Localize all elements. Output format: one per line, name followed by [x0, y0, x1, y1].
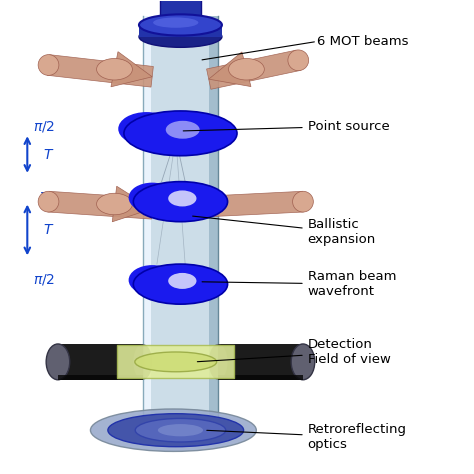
Ellipse shape	[139, 26, 222, 47]
Polygon shape	[117, 346, 234, 378]
Polygon shape	[143, 16, 218, 416]
Ellipse shape	[166, 121, 200, 139]
Ellipse shape	[38, 191, 59, 212]
Text: $T$: $T$	[43, 223, 54, 237]
Ellipse shape	[108, 414, 244, 447]
Polygon shape	[143, 16, 151, 416]
Ellipse shape	[228, 58, 264, 80]
Ellipse shape	[135, 419, 226, 442]
Ellipse shape	[178, 122, 223, 149]
Ellipse shape	[38, 55, 59, 75]
Text: Point source: Point source	[183, 120, 390, 133]
Text: $\pi/2$: $\pi/2$	[33, 119, 55, 134]
Ellipse shape	[91, 409, 256, 451]
Polygon shape	[218, 344, 303, 380]
Ellipse shape	[128, 265, 176, 295]
Polygon shape	[58, 375, 143, 380]
Text: Retroreflecting
optics: Retroreflecting optics	[207, 423, 407, 451]
Text: $\pi$: $\pi$	[38, 189, 49, 202]
Text: $T$: $T$	[43, 147, 54, 162]
Ellipse shape	[46, 344, 70, 380]
Text: $\pi/2$: $\pi/2$	[33, 272, 55, 287]
Polygon shape	[58, 344, 143, 380]
Ellipse shape	[97, 193, 132, 215]
Ellipse shape	[199, 196, 218, 217]
Text: Detection
Field of view: Detection Field of view	[197, 338, 391, 366]
Ellipse shape	[168, 191, 197, 207]
Polygon shape	[208, 191, 303, 217]
Polygon shape	[139, 25, 222, 36]
Ellipse shape	[158, 424, 203, 437]
Ellipse shape	[153, 18, 198, 28]
Polygon shape	[112, 186, 152, 222]
Ellipse shape	[179, 191, 216, 216]
Ellipse shape	[135, 352, 217, 372]
Polygon shape	[111, 52, 152, 87]
Polygon shape	[218, 375, 303, 380]
Ellipse shape	[209, 344, 228, 380]
Ellipse shape	[118, 112, 175, 146]
Text: 6 MOT beams: 6 MOT beams	[317, 35, 409, 48]
Polygon shape	[207, 50, 301, 89]
Ellipse shape	[288, 50, 309, 71]
Ellipse shape	[291, 344, 315, 380]
Polygon shape	[209, 52, 251, 87]
Ellipse shape	[179, 274, 216, 298]
Polygon shape	[209, 16, 218, 416]
Polygon shape	[160, 0, 201, 20]
Text: Raman beam
wavefront: Raman beam wavefront	[202, 270, 396, 298]
Ellipse shape	[133, 182, 228, 222]
Ellipse shape	[133, 344, 152, 380]
Ellipse shape	[139, 14, 222, 36]
Ellipse shape	[292, 191, 313, 212]
Ellipse shape	[128, 182, 176, 213]
Polygon shape	[47, 55, 154, 87]
Ellipse shape	[168, 273, 197, 289]
Ellipse shape	[133, 264, 228, 304]
Ellipse shape	[124, 111, 237, 156]
Text: Ballistic
expansion: Ballistic expansion	[192, 216, 376, 246]
Polygon shape	[48, 191, 153, 219]
Ellipse shape	[97, 58, 132, 80]
